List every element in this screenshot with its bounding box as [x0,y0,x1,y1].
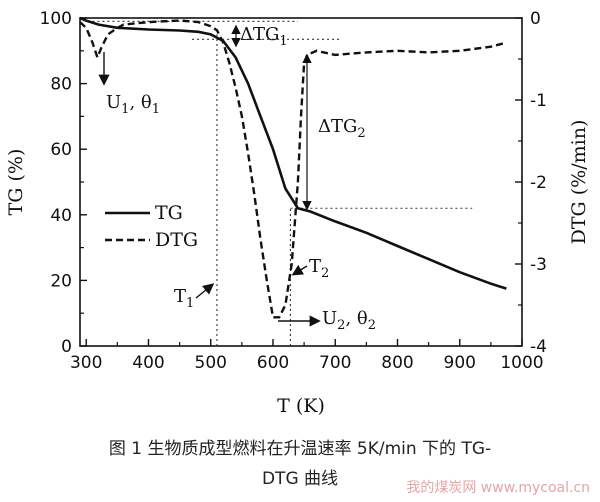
left-y-tick-label: 80 [50,75,72,95]
figure-caption-line-2: DTG 曲线 [261,469,339,489]
x-tick-label: 300 [70,353,102,373]
x-tick-label: 1000 [500,353,543,373]
annotation-t2: T2 [309,256,329,281]
left-y-tick-label: 60 [50,140,72,160]
series-line-dtg [79,19,507,319]
right-y-tick-label: -2 [530,173,547,193]
x-tick-label: 500 [195,353,227,373]
right-y-tick-label: -4 [530,337,547,357]
x-axis-label: T (K) [277,395,325,417]
right-y-tick-label: -1 [530,91,547,111]
left-y-tick-label: 20 [50,271,72,291]
x-tick-label: 400 [132,353,164,373]
plot-area [79,17,523,347]
legend-label-tg: TG [155,202,183,224]
left-y-tick-label: 40 [50,206,72,226]
x-axis-ticks: 300 400 500 600 700 800 900 1000 [70,339,544,373]
right-y-tick-label: 0 [530,9,541,29]
left-y-axis-ticks: 0 20 40 60 80 100 [40,9,87,357]
watermark: 我的煤炭网 www.mycoal.cn [406,480,590,496]
series-line-tg [79,16,507,290]
left-y-tick-label: 0 [61,337,72,357]
tg-dtg-chart: 300 400 500 600 700 800 900 1000 0 20 40 60 80 100 -… [5,9,590,417]
x-tick-label: 900 [444,353,476,373]
annotation-delta-tg1: ΔTG1 [240,24,288,49]
legend: TG DTG [105,202,198,251]
annotation-u1-theta1: U1, θ1 [106,92,160,117]
x-tick-label: 700 [319,353,351,373]
annotation-t1: T1 [174,286,194,311]
legend-label-dtg: DTG [155,229,198,251]
left-y-tick-label: 100 [40,9,72,29]
annotations: U1, θ1 U2, θ2 T1 T2 ΔTG1 ΔTG2 [98,24,376,333]
x-tick-label: 600 [257,353,289,373]
left-y-axis-label: TG (%) [5,149,27,216]
right-y-axis-label: DTG (%/min) [568,120,590,245]
x-tick-label: 800 [381,353,413,373]
arrow-t2 [291,264,308,276]
right-y-tick-label: -3 [530,255,547,275]
right-y-axis-ticks: -4 -3 -2 -1 0 [515,9,547,357]
reference-guides [92,20,473,346]
annotation-delta-tg2: ΔTG2 [318,116,366,141]
arrow-t1 [195,283,215,299]
annotation-u2-theta2: U2, θ2 [322,308,376,333]
figure-caption-line-1: 图 1 生物质成型燃料在升温速率 5K/min 下的 TG- [108,439,492,459]
